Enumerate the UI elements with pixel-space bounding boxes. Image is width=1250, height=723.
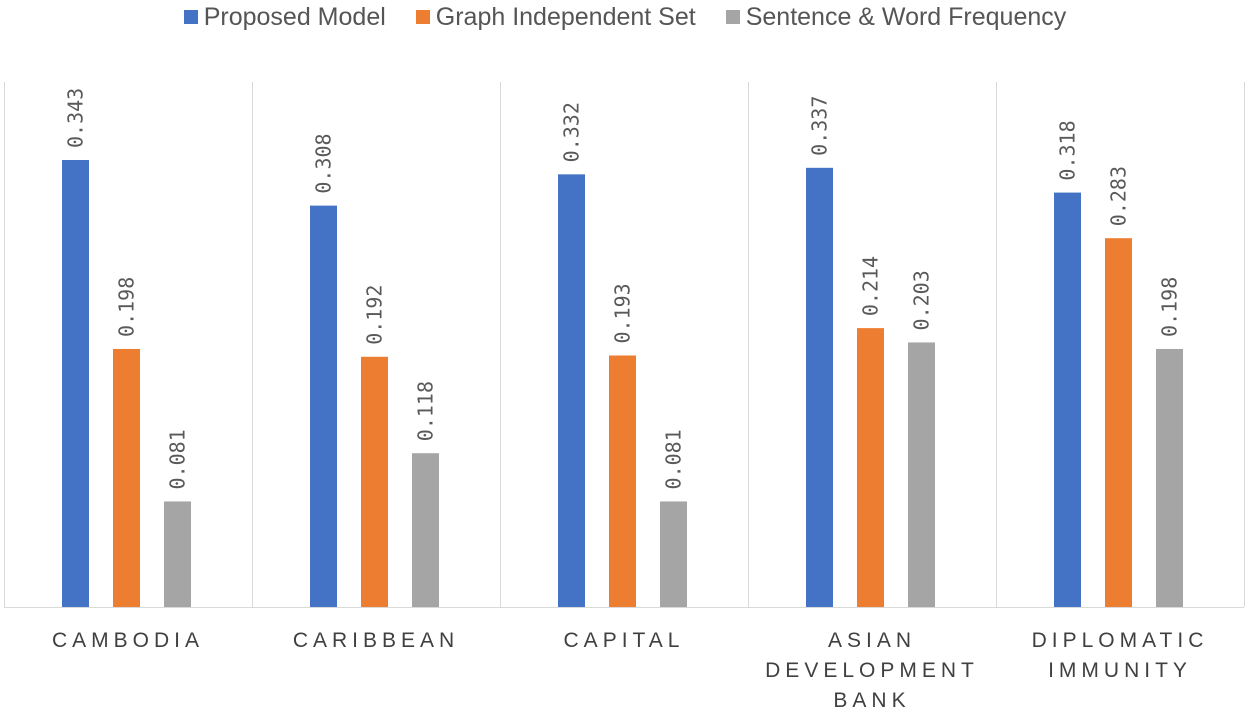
data-label: 0.214 bbox=[859, 256, 883, 316]
legend-label: Graph Independent Set bbox=[435, 2, 696, 31]
bar bbox=[113, 348, 140, 607]
legend-label: Proposed Model bbox=[203, 2, 386, 31]
data-label: 0.192 bbox=[363, 285, 387, 345]
data-label: 0.081 bbox=[166, 429, 190, 489]
data-label: 0.283 bbox=[1107, 166, 1131, 226]
bar bbox=[412, 453, 439, 607]
legend-item: Proposed Model bbox=[183, 2, 386, 32]
data-label: 0.198 bbox=[115, 277, 139, 337]
data-label: 0.118 bbox=[414, 381, 438, 441]
category-label-line: CARIBBEAN bbox=[292, 629, 460, 652]
category-label-line: CAPITAL bbox=[563, 629, 685, 652]
category-label: CARIBBEAN bbox=[252, 626, 500, 656]
legend-swatch bbox=[183, 10, 198, 24]
data-label: 0.318 bbox=[1056, 120, 1080, 180]
data-label: 0.203 bbox=[910, 270, 934, 330]
category-label-line: DIPLOMATIC bbox=[1031, 629, 1209, 652]
bar bbox=[857, 328, 884, 607]
legend-item: Sentence & Word Frequency bbox=[725, 2, 1067, 32]
legend-item: Graph Independent Set bbox=[415, 2, 696, 32]
category-label: CAMBODIA bbox=[4, 626, 252, 656]
category-label-line: ASIAN bbox=[827, 629, 917, 652]
bar bbox=[62, 160, 89, 607]
bar bbox=[558, 174, 585, 608]
bar bbox=[806, 167, 833, 607]
bar bbox=[1054, 192, 1081, 607]
category-label: ASIAN DEVELOPMENT BANK bbox=[748, 626, 996, 716]
legend: Proposed Model Graph Independent Set Sente… bbox=[0, 0, 1250, 34]
bar bbox=[1156, 348, 1183, 607]
bar bbox=[908, 342, 935, 607]
data-label: 0.332 bbox=[560, 102, 584, 162]
bar bbox=[310, 205, 337, 607]
category-label-line: BANK bbox=[833, 689, 911, 712]
data-label: 0.343 bbox=[64, 88, 88, 148]
bar bbox=[660, 501, 687, 607]
data-label: 0.198 bbox=[1158, 277, 1182, 337]
bar bbox=[1105, 238, 1132, 607]
data-label: 0.193 bbox=[611, 283, 635, 343]
data-label: 0.081 bbox=[662, 429, 686, 489]
data-label: 0.308 bbox=[312, 133, 336, 193]
category-label-line: IMMUNITY bbox=[1048, 659, 1192, 682]
legend-label: Sentence & Word Frequency bbox=[745, 2, 1067, 31]
category-label-line: CAMBODIA bbox=[51, 629, 204, 652]
category-label: CAPITAL bbox=[500, 626, 748, 656]
legend-swatch bbox=[415, 10, 430, 24]
legend-swatch bbox=[725, 10, 740, 24]
data-label: 0.337 bbox=[808, 96, 832, 156]
category-label: DIPLOMATIC IMMUNITY bbox=[996, 626, 1244, 686]
category-label-line: DEVELOPMENT bbox=[765, 659, 979, 682]
bar bbox=[164, 501, 191, 607]
bar bbox=[609, 355, 636, 607]
bar bbox=[361, 356, 388, 607]
